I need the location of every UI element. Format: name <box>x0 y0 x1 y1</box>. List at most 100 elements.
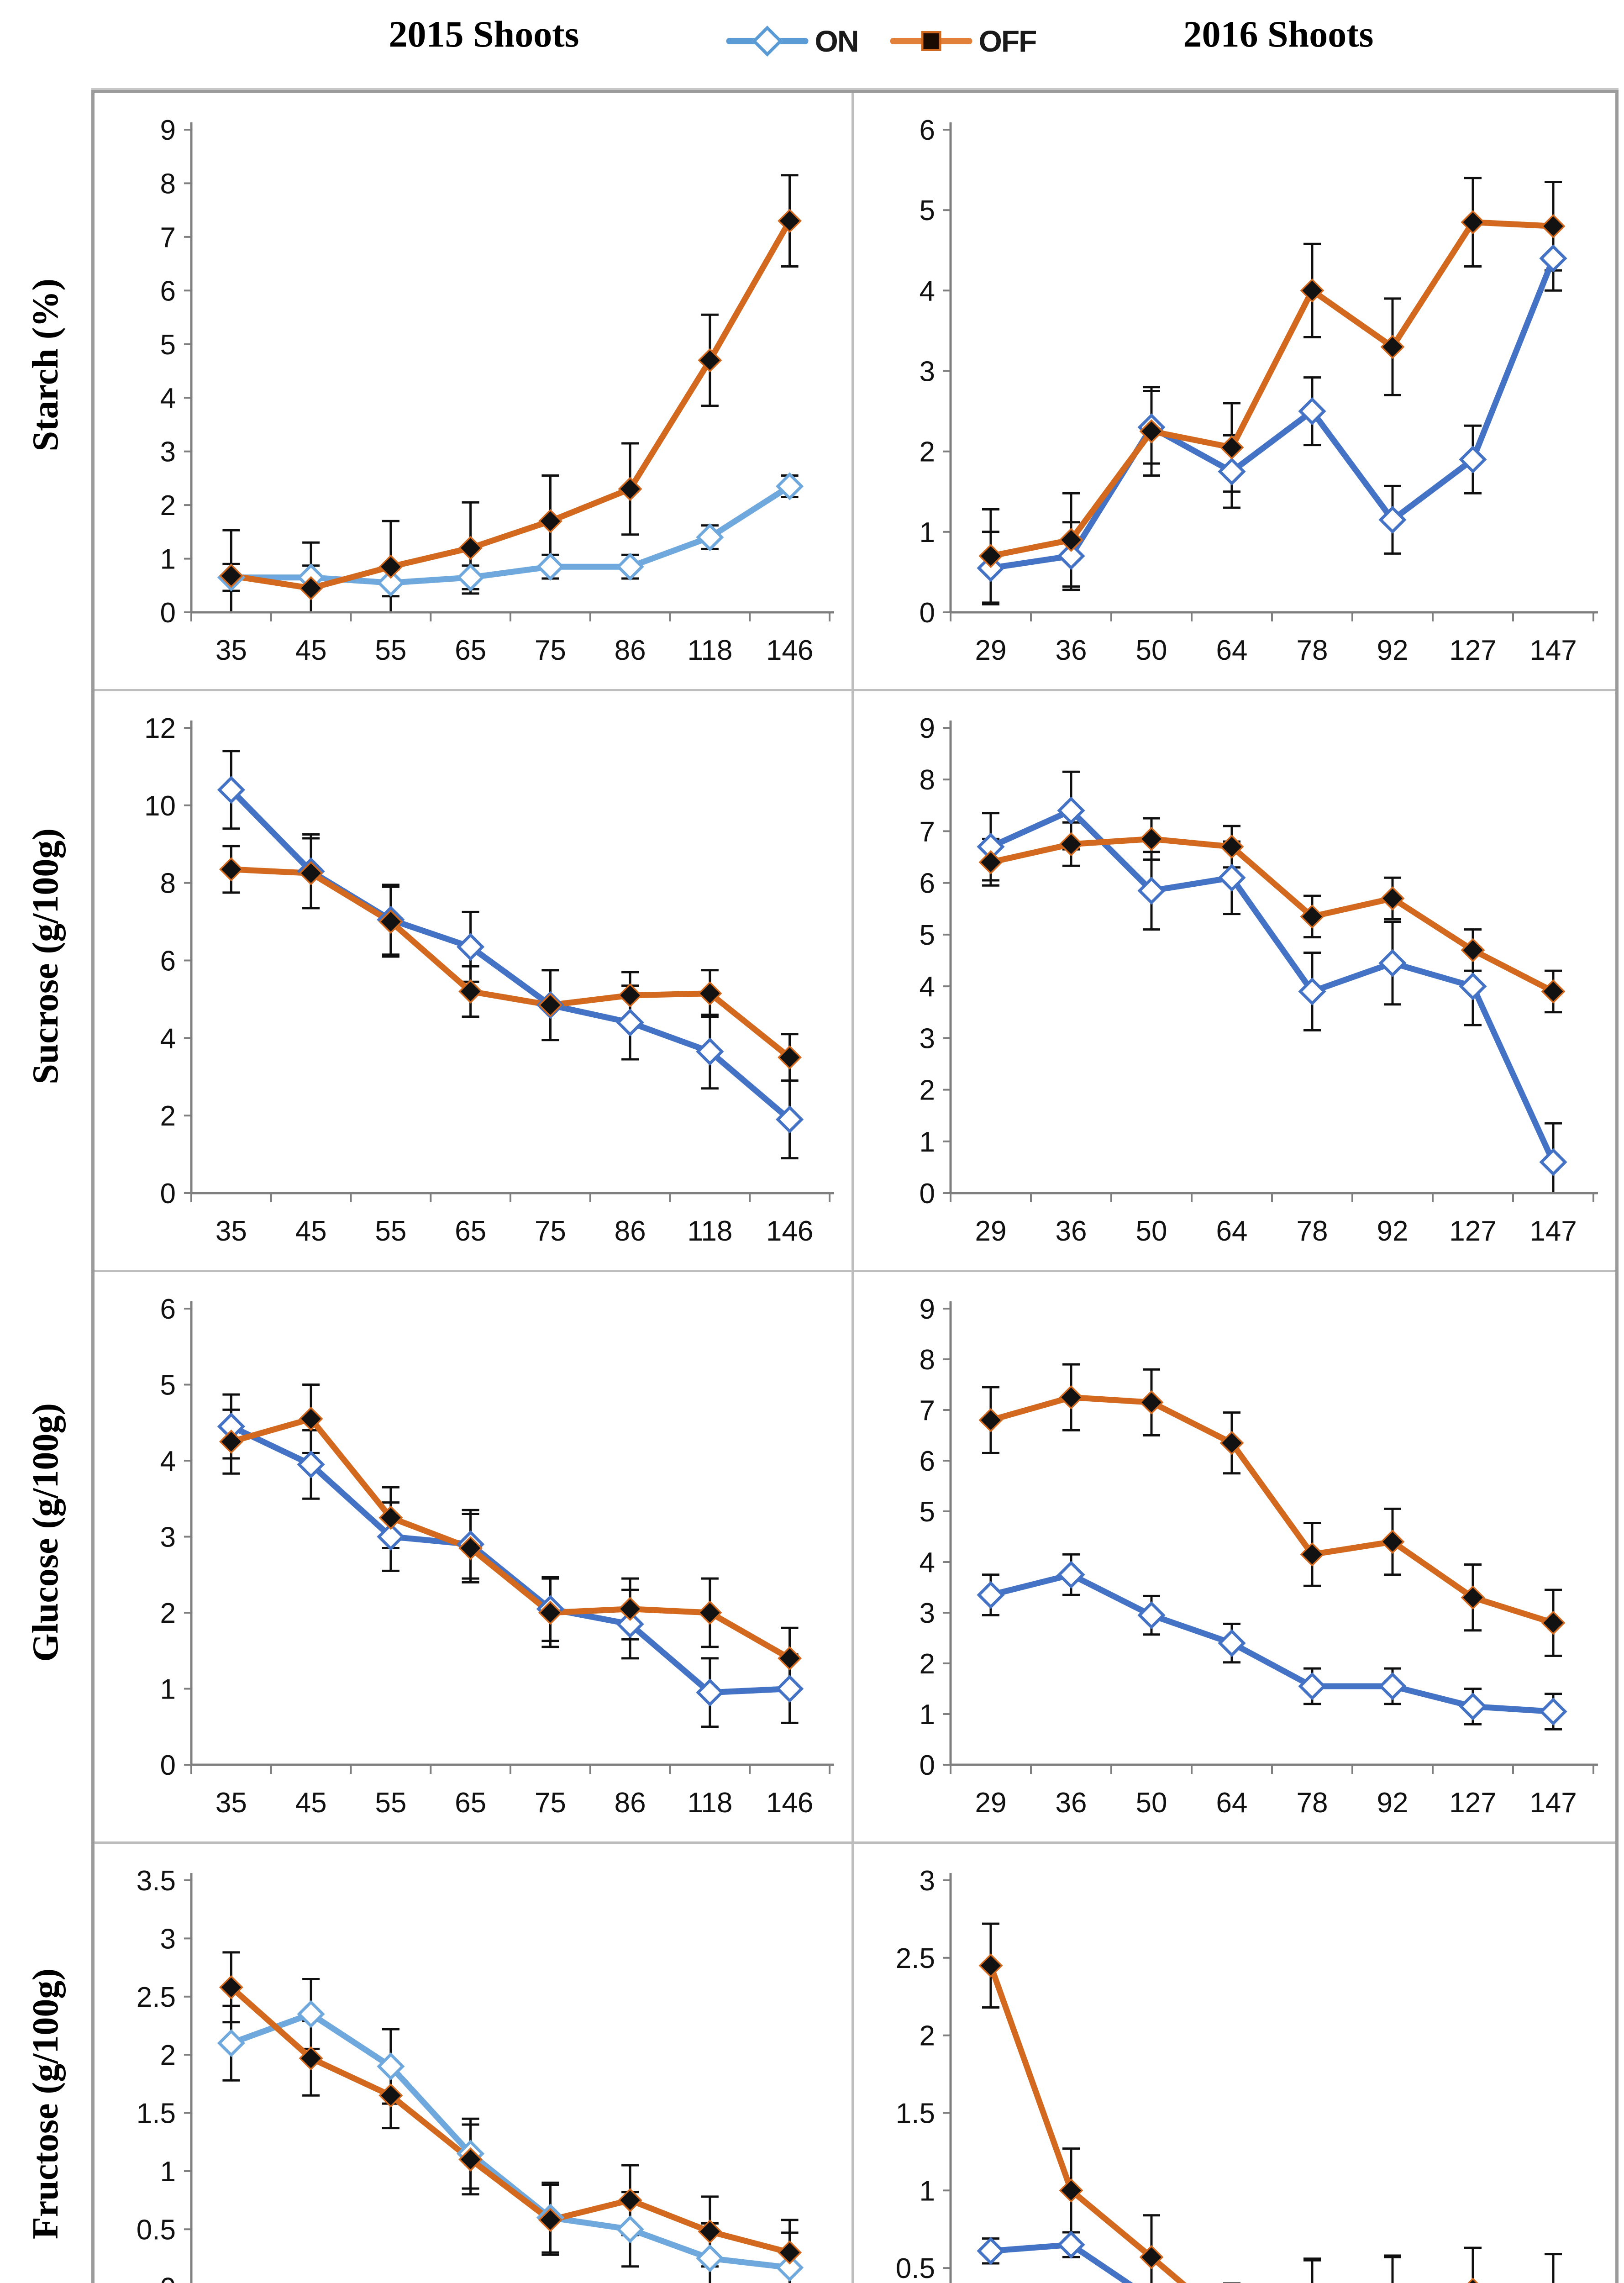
tick-labels: 00.511.522.53293650647892127147 <box>896 1865 935 2283</box>
svg-text:2: 2 <box>920 2020 935 2052</box>
series-markers <box>977 796 1567 1176</box>
filled-diamond-marker <box>618 1597 642 1621</box>
filled-diamond-marker <box>458 2147 483 2172</box>
svg-text:2.5: 2.5 <box>137 1982 176 2013</box>
row-label-fructose: Fructose (g/100g) <box>25 1968 66 2240</box>
svg-text:29: 29 <box>975 1787 1007 1819</box>
svg-text:1.5: 1.5 <box>137 2098 176 2130</box>
line-off <box>228 218 793 591</box>
filled-diamond-marker <box>458 536 483 560</box>
open-diamond-marker <box>1378 505 1407 534</box>
filled-diamond-marker <box>618 2188 642 2213</box>
filled-diamond-marker <box>299 861 323 885</box>
axes <box>943 721 1598 1202</box>
svg-text:4: 4 <box>160 1446 176 1477</box>
filled-diamond-marker <box>978 544 1003 568</box>
svg-text:0: 0 <box>160 1178 176 1210</box>
svg-text:29: 29 <box>975 1215 1007 1247</box>
filled-diamond-marker <box>1219 834 1244 859</box>
open-diamond-marker <box>217 2029 245 2057</box>
filled-diamond-marker <box>458 1536 483 1560</box>
open-diamond-marker <box>377 2052 405 2081</box>
svg-text:3: 3 <box>920 356 935 388</box>
filled-diamond-marker <box>538 509 562 533</box>
svg-text:2: 2 <box>160 490 176 521</box>
filled-diamond-marker <box>1461 938 1485 963</box>
filled-diamond-marker <box>1219 435 1244 460</box>
open-diamond-marker <box>1378 949 1407 977</box>
svg-text:55: 55 <box>375 1215 406 1247</box>
svg-text:50: 50 <box>1136 635 1167 666</box>
svg-text:55: 55 <box>375 635 406 666</box>
open-diamond-marker <box>696 1037 724 1066</box>
open-diamond-marker <box>1539 1697 1567 1726</box>
chart-starch-2015: 0 1 2 3 4 5 6 7 8 9 35 45 55 65 75 86 118 146 <box>95 93 854 691</box>
svg-text:35: 35 <box>215 635 247 666</box>
open-diamond-marker <box>776 1674 804 1703</box>
tick-labels: 0 1 2 3 4 5 6 29 36 50 64 78 92 127 147 <box>920 115 1577 666</box>
legend-label-off: OFF <box>978 24 1037 58</box>
series-lines <box>228 1415 793 1696</box>
svg-text:6: 6 <box>160 1294 176 1325</box>
svg-text:127: 127 <box>1449 635 1496 666</box>
error-bars <box>982 1363 1562 1731</box>
svg-text:127: 127 <box>1449 1215 1496 1247</box>
filled-diamond-marker <box>1461 210 1485 235</box>
open-diamond-marker <box>776 472 804 500</box>
row-label-starch: Starch (%) <box>25 278 66 452</box>
filled-diamond-marker <box>1541 979 1566 1004</box>
open-diamond-marker <box>616 2215 644 2243</box>
svg-text:6: 6 <box>160 275 176 307</box>
svg-text:4: 4 <box>920 971 935 1003</box>
open-diamond-marker <box>377 1522 405 1551</box>
error-bars <box>222 750 799 1160</box>
svg-text:1: 1 <box>920 2175 935 2207</box>
legend-item-off: OFF <box>890 24 1037 58</box>
svg-text:2: 2 <box>920 1075 935 1106</box>
chart-fructose-2015: -0.500.511.522.533.5354555657586118146 <box>95 1844 854 2283</box>
svg-text:8: 8 <box>160 868 176 900</box>
open-diamond-marker <box>1218 458 1246 486</box>
svg-text:64: 64 <box>1216 1215 1248 1247</box>
filled-diamond-marker <box>778 209 802 233</box>
series-lines <box>988 807 1556 1165</box>
open-diamond-marker <box>536 552 564 581</box>
filled-diamond-marker <box>378 554 403 579</box>
chart-svg-starch-2016: 0 1 2 3 4 5 6 29 36 50 64 78 92 127 147 <box>920 115 1598 666</box>
svg-text:5: 5 <box>160 329 176 361</box>
on-line-swatch <box>726 26 809 57</box>
svg-text:9: 9 <box>920 1294 935 1325</box>
svg-text:6: 6 <box>920 115 935 146</box>
filled-diamond-marker <box>778 1646 802 1671</box>
open-diamond-marker <box>696 2244 724 2272</box>
filled-diamond-marker <box>378 1505 403 1530</box>
line-off <box>228 1984 793 2256</box>
filled-diamond-marker <box>219 563 243 588</box>
axes <box>184 1873 193 2283</box>
filled-diamond-marker <box>1380 886 1405 911</box>
svg-text:45: 45 <box>295 635 327 666</box>
black-square-icon <box>921 31 941 51</box>
svg-text:146: 146 <box>766 1787 813 1819</box>
svg-text:50: 50 <box>1136 1787 1167 1819</box>
error-bars <box>222 1383 799 1728</box>
svg-text:65: 65 <box>455 1215 486 1247</box>
svg-text:3: 3 <box>920 1023 935 1054</box>
open-diamond-marker <box>776 1105 804 1134</box>
svg-text:45: 45 <box>295 1215 327 1247</box>
svg-text:2: 2 <box>920 437 935 468</box>
svg-text:1: 1 <box>160 2156 176 2188</box>
series-markers <box>977 210 1567 582</box>
open-diamond-marker <box>1378 1672 1407 1700</box>
open-diamond-marker <box>1137 877 1166 905</box>
svg-text:2: 2 <box>160 2040 176 2071</box>
svg-text:8: 8 <box>160 168 176 200</box>
open-diamond-marker <box>1057 796 1085 825</box>
svg-text:5: 5 <box>160 1370 176 1401</box>
svg-text:0: 0 <box>920 597 935 629</box>
open-diamond-icon <box>752 26 783 57</box>
